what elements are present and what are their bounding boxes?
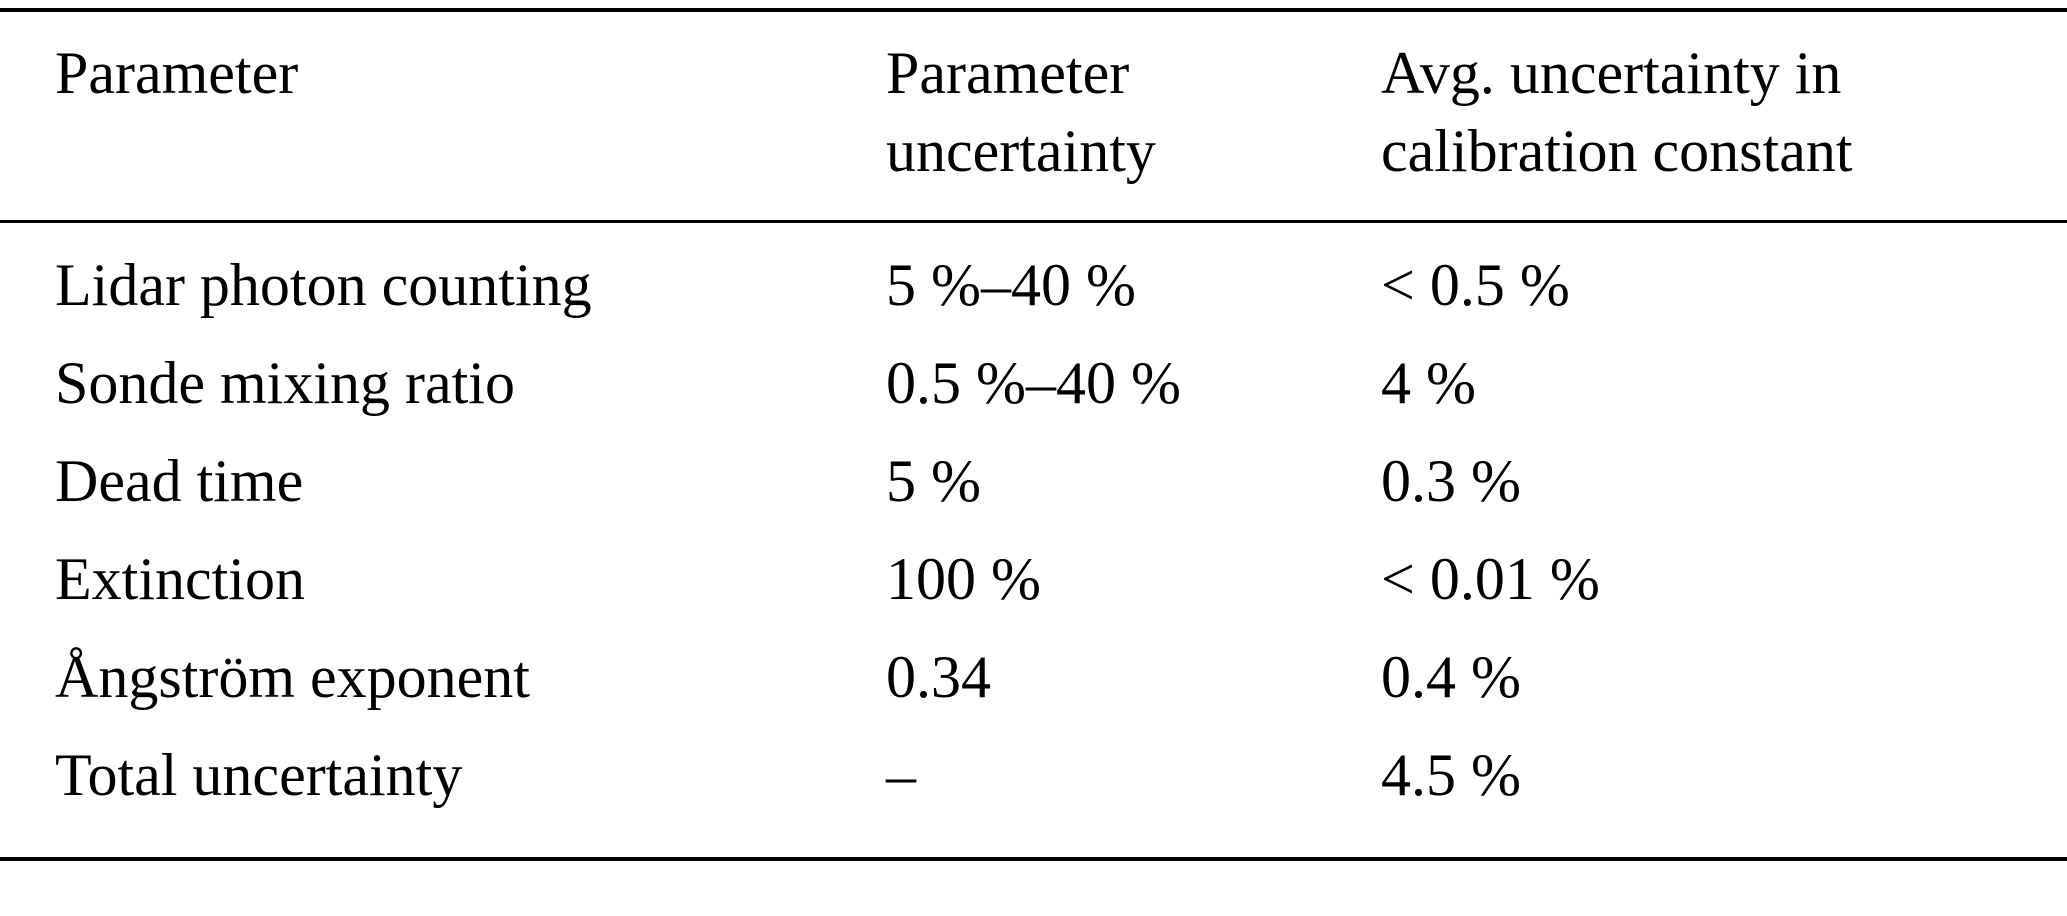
table-row: Ångström exponent 0.34 0.4 % — [0, 628, 2067, 726]
table-row: Extinction 100 % < 0.01 % — [0, 530, 2067, 628]
column-header-parameter-uncertainty: Parameter uncertainty — [885, 10, 1380, 223]
cell-calibration-uncertainty: < 0.5 % — [1381, 252, 1570, 318]
uncertainty-table: Parameter Parameter uncertainty Avg. unc… — [0, 8, 2067, 861]
cell-calibration-uncertainty: < 0.01 % — [1381, 546, 1600, 612]
cell-parameter-uncertainty: 5 % — [886, 448, 981, 514]
cell-parameter: Total uncertainty — [55, 742, 463, 808]
cell-parameter-uncertainty: 5 %–40 % — [886, 252, 1136, 318]
table-row: Lidar photon counting 5 %–40 % < 0.5 % — [0, 222, 2067, 335]
table-header: Parameter Parameter uncertainty Avg. unc… — [0, 10, 2067, 223]
cell-parameter: Extinction — [55, 546, 305, 612]
cell-calibration-uncertainty: 0.4 % — [1381, 644, 1521, 710]
table-row: Sonde mixing ratio 0.5 %–40 % 4 % — [0, 334, 2067, 432]
cell-parameter-uncertainty: 0.34 — [886, 644, 991, 710]
cell-parameter: Sonde mixing ratio — [55, 350, 515, 416]
cell-parameter: Ångström exponent — [55, 644, 530, 710]
cell-parameter: Lidar photon counting — [55, 252, 592, 318]
column-header-avg-uncertainty: Avg. uncertainty in calibration constant — [1380, 10, 2067, 223]
cell-calibration-uncertainty: 4.5 % — [1381, 742, 1521, 808]
cell-calibration-uncertainty: 4 % — [1381, 350, 1476, 416]
header-row: Parameter Parameter uncertainty Avg. unc… — [0, 10, 2067, 223]
table-row: Total uncertainty – 4.5 % — [0, 726, 2067, 859]
table-row: Dead time 5 % 0.3 % — [0, 432, 2067, 530]
cell-parameter-uncertainty: – — [886, 742, 916, 808]
table-body: Lidar photon counting 5 %–40 % < 0.5 % S… — [0, 222, 2067, 860]
column-header-parameter: Parameter — [0, 10, 885, 223]
cell-parameter: Dead time — [55, 448, 304, 514]
cell-parameter-uncertainty: 100 % — [886, 546, 1041, 612]
cell-parameter-uncertainty: 0.5 %–40 % — [886, 350, 1181, 416]
cell-calibration-uncertainty: 0.3 % — [1381, 448, 1521, 514]
